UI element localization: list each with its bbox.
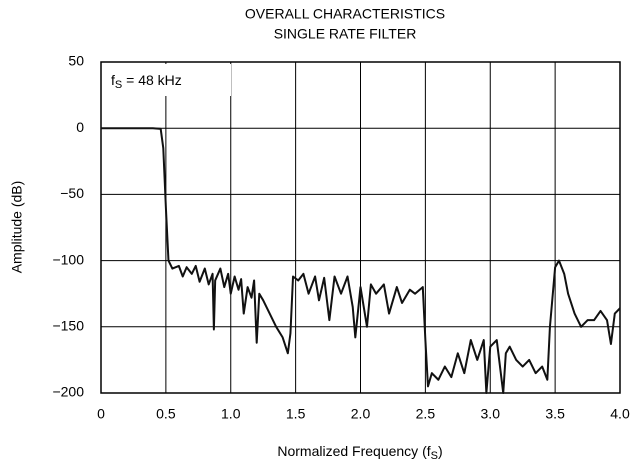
x-tick-label: 2.5 bbox=[416, 406, 436, 422]
x-tick-label: 3.5 bbox=[545, 406, 565, 422]
x-tick-label: 0 bbox=[97, 406, 105, 422]
annotation-main: f bbox=[111, 72, 115, 88]
x-label-rest: ) bbox=[438, 443, 443, 459]
y-tick-label: −50 bbox=[60, 185, 84, 201]
x-tick-label: 2.0 bbox=[351, 406, 371, 422]
annotation-sub: S bbox=[115, 79, 122, 91]
x-label-sub: S bbox=[431, 450, 438, 462]
plot-frame bbox=[100, 61, 621, 394]
x-axis-label: Normalized Frequency (fS) bbox=[277, 443, 442, 462]
y-tick-label: 0 bbox=[76, 119, 84, 135]
x-tick-label: 0.5 bbox=[156, 406, 176, 422]
y-axis-label: Amplitude (dB) bbox=[9, 181, 25, 274]
y-tick-label: −150 bbox=[52, 318, 84, 334]
data-line bbox=[101, 127, 621, 394]
y-tick-label: 50 bbox=[68, 53, 84, 69]
x-tick-label: 1.5 bbox=[286, 406, 306, 422]
y-tick-label: −200 bbox=[52, 384, 84, 400]
x-tick-label: 3.0 bbox=[481, 406, 501, 422]
annotation-box bbox=[103, 64, 231, 96]
y-tick-label: −100 bbox=[52, 251, 84, 267]
chart-subtitle: SINGLE RATE FILTER bbox=[274, 26, 417, 42]
x-tick-label: 1.0 bbox=[221, 406, 241, 422]
annotation-rest: = 48 kHz bbox=[122, 72, 182, 88]
annotation: fS = 48 kHz bbox=[111, 72, 182, 91]
x-tick-label: 4.0 bbox=[610, 406, 630, 422]
x-label-main: Normalized Frequency (f bbox=[277, 443, 430, 459]
chart-title: OVERALL CHARACTERISTICS bbox=[245, 6, 445, 22]
